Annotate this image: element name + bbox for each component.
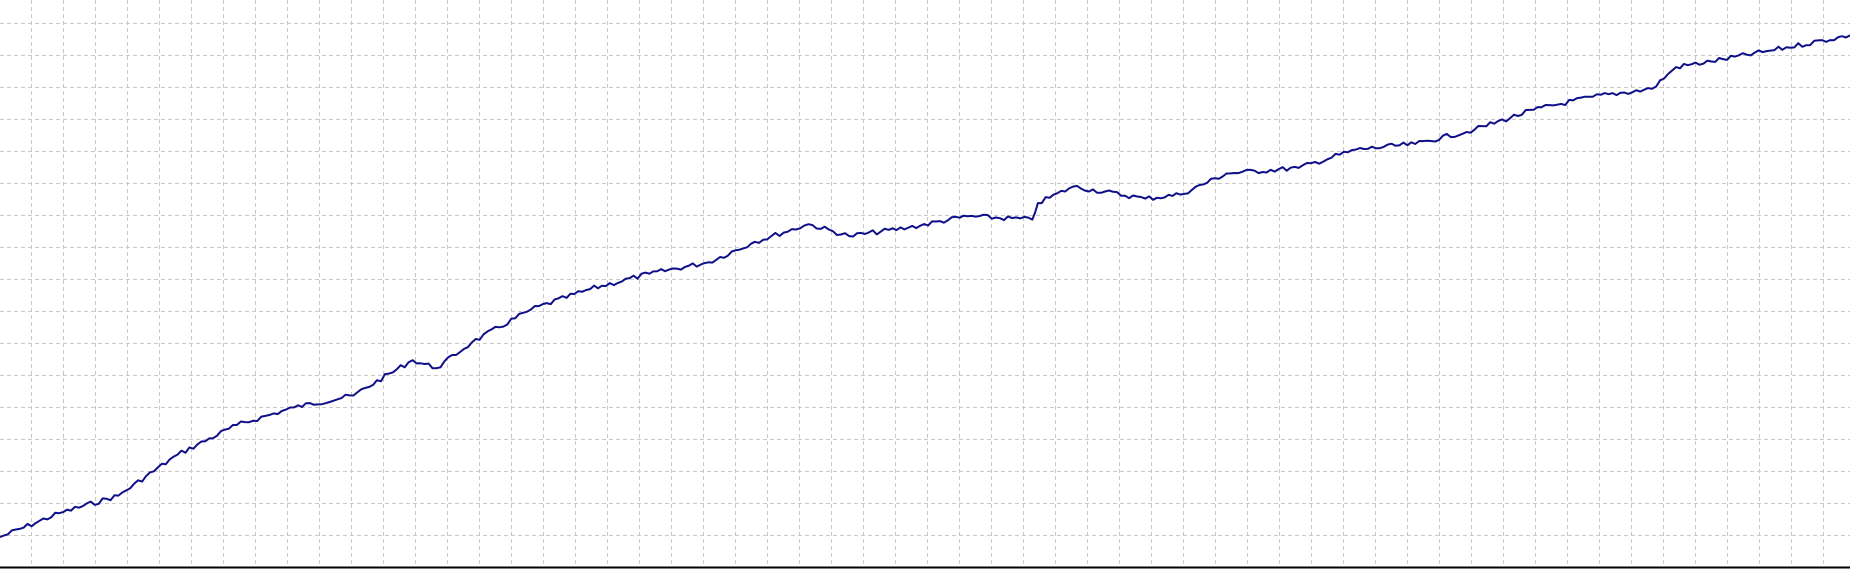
series-line bbox=[0, 34, 1850, 539]
